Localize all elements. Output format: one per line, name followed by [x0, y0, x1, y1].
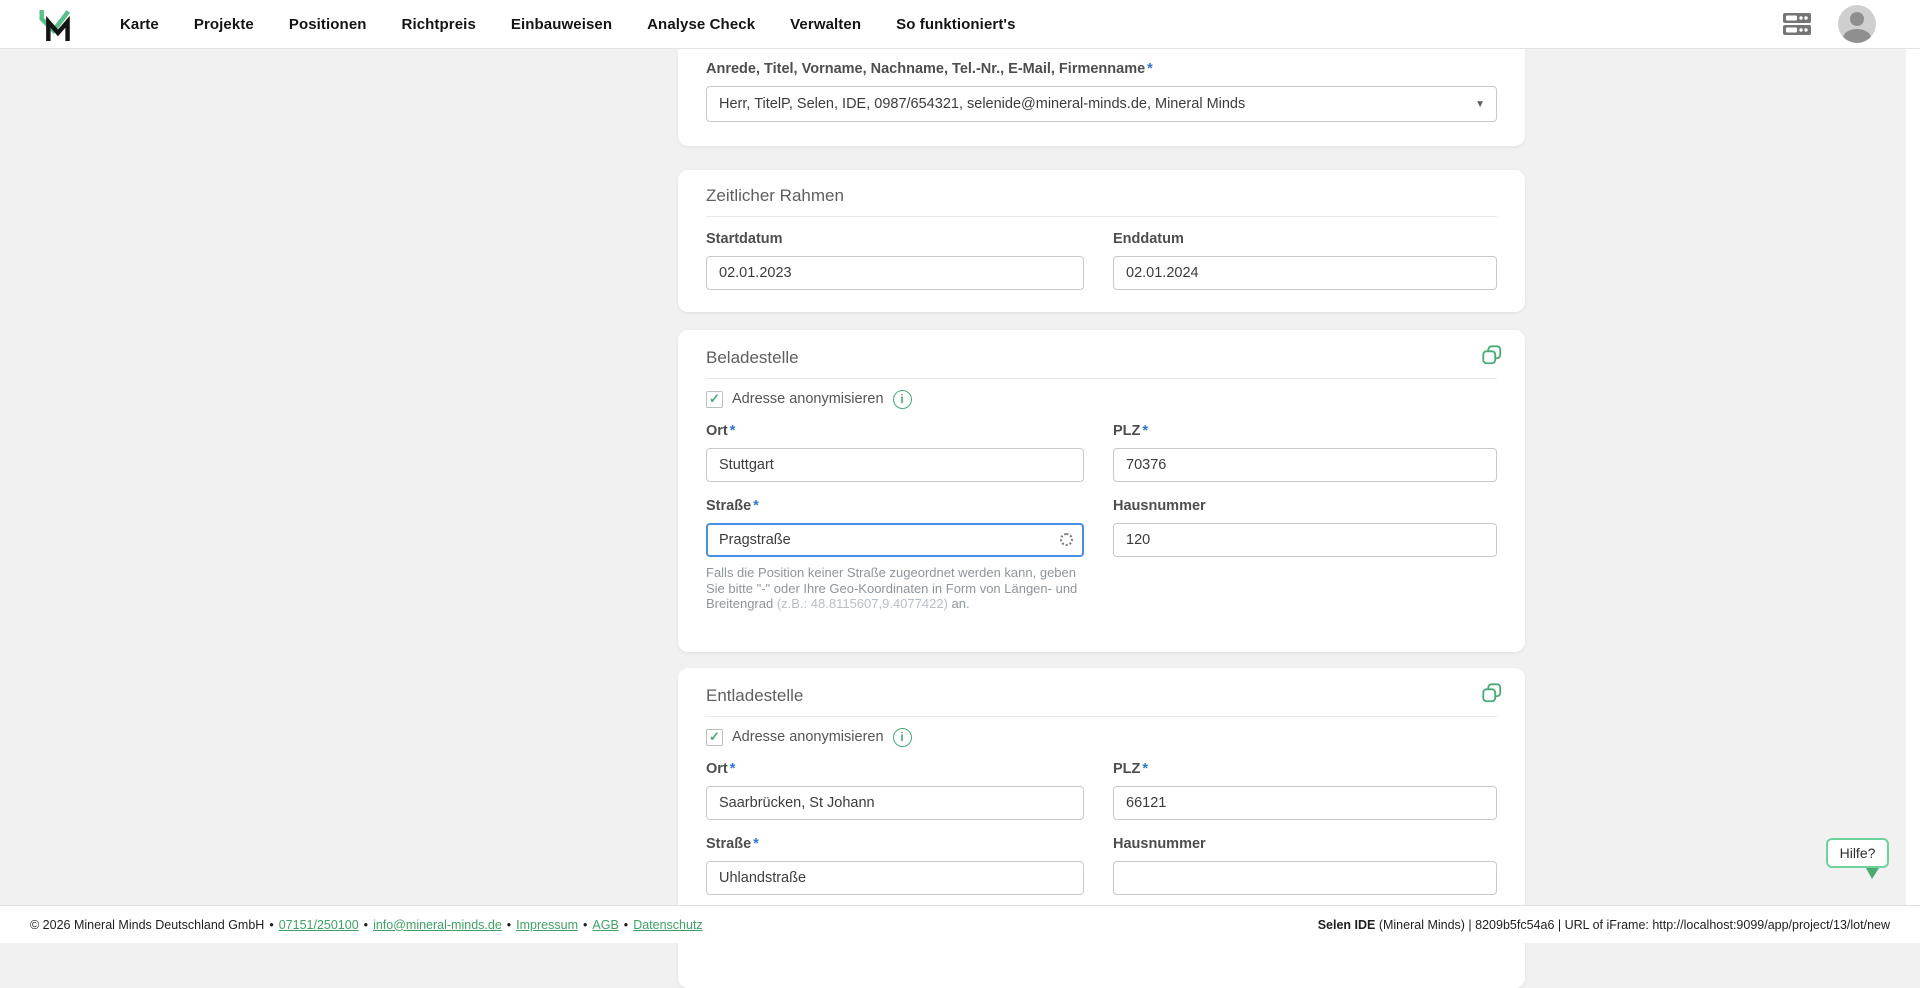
required-asterisk: *: [1147, 61, 1153, 77]
divider: [706, 716, 1497, 717]
scrollbar-track[interactable]: [1906, 49, 1920, 905]
ort-label: Ort*: [706, 423, 1084, 440]
footer-link-phone[interactable]: 07151/250100: [279, 918, 359, 932]
hausnummer-input[interactable]: [1113, 523, 1497, 557]
mineral-minds-logo-icon[interactable]: [38, 6, 72, 42]
footer-left: © 2026 Mineral Minds Deutschland GmbH • 07…: [30, 918, 703, 932]
help-button[interactable]: Hilfe?: [1826, 838, 1889, 868]
strasse-helper-text: Falls die Position keiner Straße zugeord…: [706, 565, 1084, 612]
loading-point-card: Beladestelle ✓ Adresse anonymisieren i O…: [678, 330, 1525, 652]
avatar-body-icon: [1843, 29, 1871, 43]
anonymize-label: Adresse anonymisieren: [732, 391, 884, 407]
footer-link-agb[interactable]: AGB: [592, 918, 618, 932]
main-nav: Karte Projekte Positionen Richtpreis Ein…: [120, 16, 1016, 33]
navbar-right: [1782, 5, 1876, 43]
hausnummer-label: Hausnummer: [1113, 836, 1497, 853]
copy-icon[interactable]: [1481, 344, 1503, 366]
required-asterisk: *: [753, 836, 759, 852]
unloading-point-title: Entladestelle: [706, 686, 1497, 706]
hausnummer-field-group: Hausnummer: [1113, 836, 1497, 895]
copyright-text: © 2026 Mineral Minds Deutschland GmbH: [30, 918, 264, 932]
footer-right: Selen IDE (Mineral Minds) | 8209b5fc54a6…: [1318, 918, 1890, 932]
strasse-field-group: Straße* Falls die Position keiner Straße…: [706, 498, 1084, 612]
strasse-label: Straße*: [706, 836, 1084, 853]
contact-select[interactable]: Herr, TitelP, Selen, IDE, 0987/654321, s…: [706, 86, 1497, 122]
contact-card: Anrede, Titel, Vorname, Nachname, Tel.-N…: [678, 49, 1525, 146]
ort-field-group: Ort*: [706, 423, 1084, 482]
divider: [706, 378, 1497, 379]
info-icon[interactable]: i: [893, 728, 912, 747]
bullet-separator: •: [624, 918, 628, 932]
help-bubble-tail: [1866, 868, 1879, 879]
strasse-field-group: Straße*: [706, 836, 1084, 895]
anonymize-checkbox[interactable]: ✓: [706, 729, 723, 746]
top-navbar: Karte Projekte Positionen Richtpreis Ein…: [0, 0, 1920, 49]
enddatum-field-group: Enddatum: [1113, 231, 1497, 290]
user-avatar[interactable]: [1838, 5, 1876, 43]
info-icon[interactable]: i: [893, 390, 912, 409]
strasse-label: Straße*: [706, 498, 1084, 515]
loading-point-title: Beladestelle: [706, 348, 1497, 368]
check-icon: ✓: [709, 391, 720, 407]
startdatum-label: Startdatum: [706, 231, 1084, 248]
hausnummer-input[interactable]: [1113, 861, 1497, 895]
required-asterisk: *: [730, 423, 736, 439]
plz-label: PLZ*: [1113, 761, 1497, 778]
plz-label: PLZ*: [1113, 423, 1497, 440]
enddatum-input[interactable]: [1113, 256, 1497, 290]
strasse-input[interactable]: [706, 861, 1084, 895]
plz-input[interactable]: [1113, 786, 1497, 820]
ort-input[interactable]: [706, 786, 1084, 820]
timeframe-title: Zeitlicher Rahmen: [706, 186, 1497, 206]
bullet-separator: •: [364, 918, 368, 932]
contact-select-label: Anrede, Titel, Vorname, Nachname, Tel.-N…: [706, 61, 1497, 78]
footer-link-email[interactable]: info@mineral-minds.de: [373, 918, 502, 932]
startdatum-field-group: Startdatum: [706, 231, 1084, 290]
contact-select-value: Herr, TitelP, Selen, IDE, 0987/654321, s…: [719, 96, 1245, 112]
required-asterisk: *: [1142, 423, 1148, 439]
strasse-input[interactable]: [706, 523, 1084, 557]
bullet-separator: •: [269, 918, 273, 932]
ide-info: (Mineral Minds) | 8209b5fc54a6 | URL of …: [1375, 918, 1890, 932]
loading-spinner-icon: [1060, 533, 1073, 546]
nav-item-richtpreis[interactable]: Richtpreis: [402, 16, 476, 33]
check-icon: ✓: [709, 729, 720, 745]
server-icon[interactable]: [1782, 11, 1812, 37]
nav-item-verwalten[interactable]: Verwalten: [790, 16, 861, 33]
nav-item-so-funktionierts[interactable]: So funktioniert's: [896, 16, 1015, 33]
footer-link-datenschutz[interactable]: Datenschutz: [633, 918, 702, 932]
startdatum-input[interactable]: [706, 256, 1084, 290]
nav-item-karte[interactable]: Karte: [120, 16, 159, 33]
nav-item-positionen[interactable]: Positionen: [289, 16, 367, 33]
ort-label: Ort*: [706, 761, 1084, 778]
required-asterisk: *: [1142, 761, 1148, 777]
copy-icon[interactable]: [1481, 682, 1503, 704]
bullet-separator: •: [583, 918, 587, 932]
bullet-separator: •: [507, 918, 511, 932]
timeframe-card: Zeitlicher Rahmen Startdatum Enddatum: [678, 170, 1525, 312]
enddatum-label: Enddatum: [1113, 231, 1497, 248]
hausnummer-field-group: Hausnummer: [1113, 498, 1497, 612]
ort-input[interactable]: [706, 448, 1084, 482]
plz-field-group: PLZ*: [1113, 423, 1497, 482]
footer-link-impressum[interactable]: Impressum: [516, 918, 578, 932]
footer: © 2026 Mineral Minds Deutschland GmbH • 07…: [0, 905, 1920, 943]
plz-input[interactable]: [1113, 448, 1497, 482]
required-asterisk: *: [730, 761, 736, 777]
nav-item-analyse-check[interactable]: Analyse Check: [647, 16, 755, 33]
nav-item-projekte[interactable]: Projekte: [194, 16, 254, 33]
plz-field-group: PLZ*: [1113, 761, 1497, 820]
hausnummer-label: Hausnummer: [1113, 498, 1497, 515]
chevron-down-icon: ▼: [1475, 99, 1485, 110]
ort-field-group: Ort*: [706, 761, 1084, 820]
ide-name: Selen IDE: [1318, 918, 1376, 932]
required-asterisk: *: [753, 498, 759, 514]
divider: [706, 216, 1497, 217]
nav-item-einbauweisen[interactable]: Einbauweisen: [511, 16, 612, 33]
anonymize-checkbox[interactable]: ✓: [706, 391, 723, 408]
avatar-head-icon: [1850, 12, 1864, 26]
anonymize-label: Adresse anonymisieren: [732, 729, 884, 745]
